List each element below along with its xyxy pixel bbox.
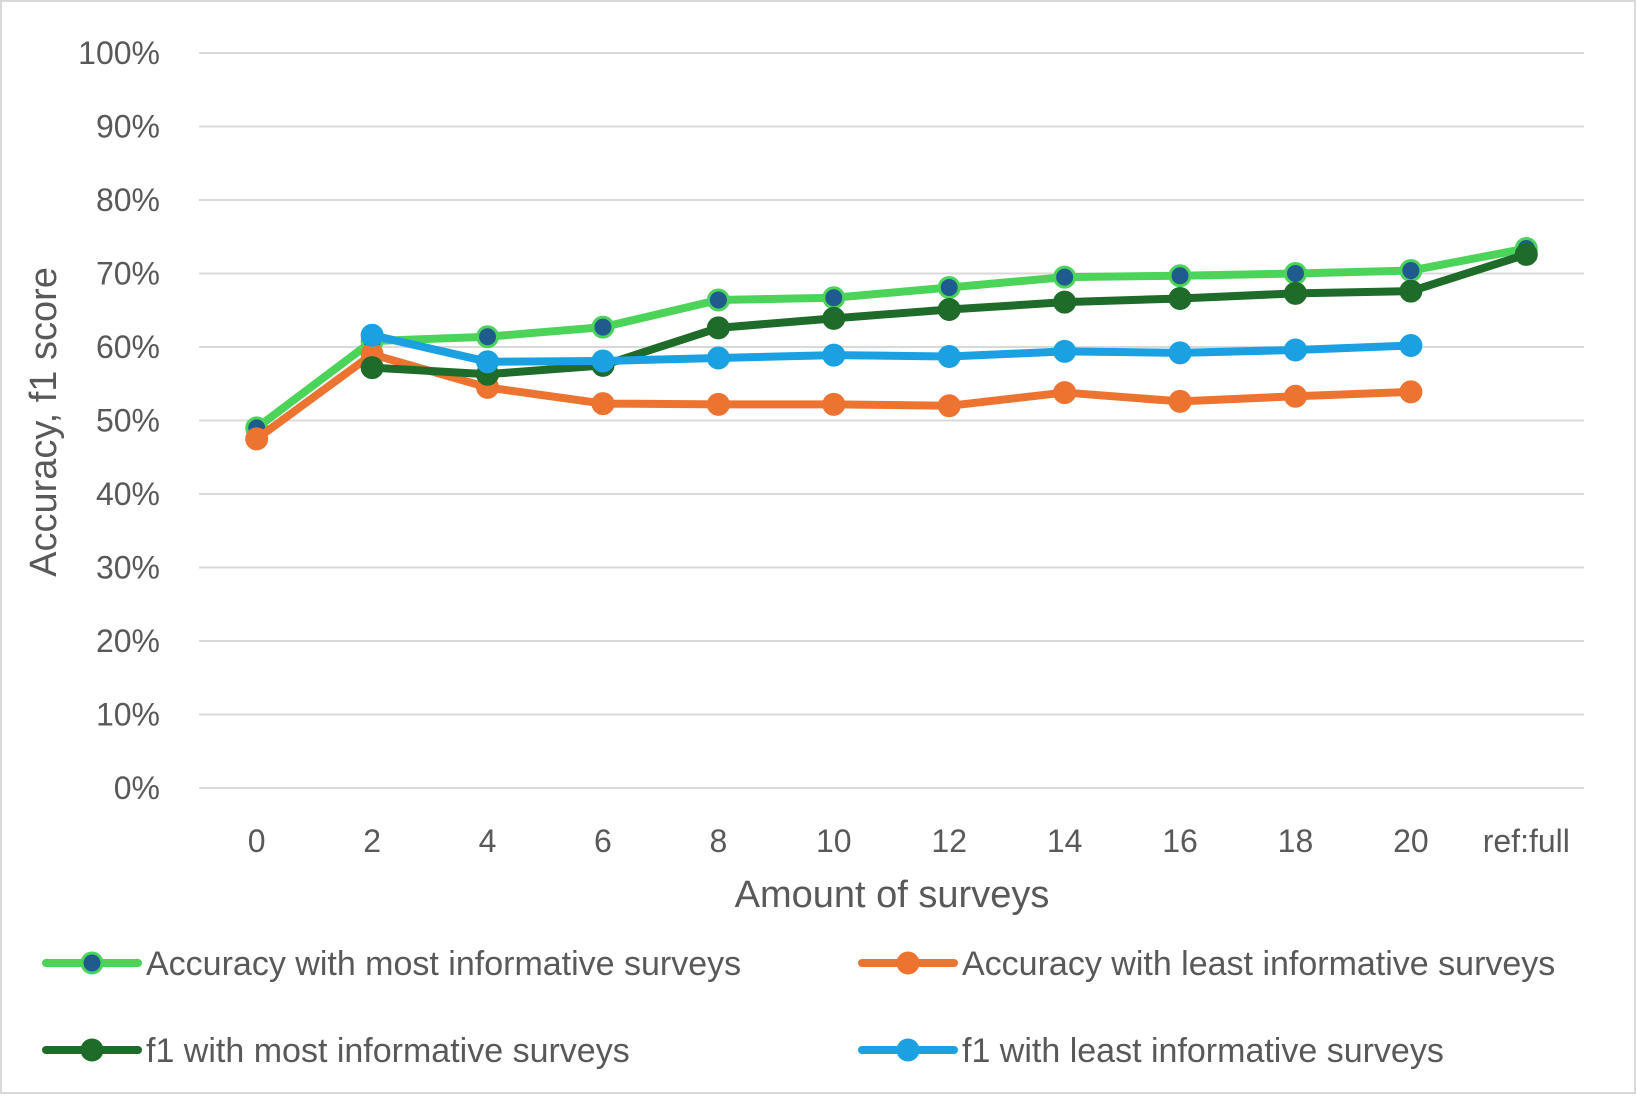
legend-marker [896,951,920,975]
data-point [1399,259,1423,283]
y-tick-label: 90% [96,109,160,145]
data-point [1053,265,1077,289]
y-tick-label: 60% [96,329,160,365]
y-tick-label: 100% [78,35,160,71]
data-point [1514,242,1538,266]
x-axis-tick-labels: 0 2 4 6 8 10 12 14 16 18 20 ref:full [248,823,1570,859]
x-tick-label: 20 [1393,823,1429,859]
legend-item: f1 with least informative surveys [858,1032,1444,1070]
legend: Accuracy with most informative surveys Ac… [42,945,1555,1070]
data-point [476,325,500,349]
data-point [591,349,615,373]
data-point [706,392,730,416]
data-point [937,345,961,369]
legend-label: Accuracy with most informative surveys [146,945,741,983]
y-tick-label: 20% [96,623,160,659]
series-4 [360,323,1423,374]
series-2 [245,342,1423,451]
data-point [937,275,961,299]
data-point [1283,384,1307,408]
data-point [591,392,615,416]
series-3 [360,242,1538,386]
x-tick-label: 18 [1278,823,1314,859]
series-line [252,244,1531,432]
data-point [1283,338,1307,362]
x-tick-label: 16 [1162,823,1198,859]
legend-label: f1 with least informative surveys [962,1032,1444,1070]
data-point [1399,334,1423,358]
series-lines [245,237,1538,451]
x-tick-label: 2 [363,823,381,859]
x-tick-label: ref:full [1483,823,1570,859]
x-axis-title: Amount of surveys [735,874,1050,916]
data-point [476,350,500,374]
legend-marker [80,951,104,975]
data-point [1283,262,1307,285]
data-point [1399,380,1423,404]
data-point [1053,381,1077,405]
data-point [360,356,384,380]
data-point [822,306,846,330]
data-point [1053,339,1077,363]
data-point [706,346,730,370]
data-point [1168,264,1192,288]
data-point [1283,281,1307,305]
data-point [1399,279,1423,303]
legend-label: Accuracy with least informative surveys [962,945,1555,983]
legend-item: f1 with most informative surveys [42,1032,630,1070]
x-tick-label: 0 [248,823,266,859]
x-tick-label: 10 [816,823,852,859]
data-point [1168,286,1192,310]
data-point [706,316,730,340]
y-tick-label: 40% [96,476,160,512]
data-point [1168,341,1192,365]
legend-marker [80,1038,104,1062]
y-tick-label: 80% [96,182,160,218]
y-tick-label: 30% [96,550,160,586]
data-point [1168,389,1192,413]
data-point [937,298,961,322]
data-point [706,288,730,312]
data-point [822,392,846,416]
data-point [360,323,384,347]
x-tick-label: 8 [709,823,727,859]
y-tick-label: 50% [96,403,160,439]
gridlines [199,52,1584,789]
x-tick-label: 14 [1047,823,1083,859]
data-point [822,343,846,367]
legend-item: Accuracy with most informative surveys [42,945,741,983]
y-tick-label: 10% [96,697,160,733]
legend-label: f1 with most informative surveys [146,1032,630,1070]
y-axis-title: Accuracy, f1 score [23,267,65,577]
data-point [822,286,846,310]
data-point [1053,290,1077,314]
data-point [591,315,615,339]
legend-item: Accuracy with least informative surveys [858,945,1555,983]
legend-marker [896,1038,920,1062]
y-tick-label: 0% [114,770,160,806]
y-tick-label: 70% [96,256,160,292]
data-point [937,394,961,418]
series-line [368,331,1415,366]
y-axis-tick-labels: 0% 10% 20% 30% 40% 50% 60% 70% 80% 90% 100% [78,35,160,806]
x-tick-label: 6 [594,823,612,859]
x-tick-label: 12 [931,823,967,859]
data-point [245,427,269,451]
x-tick-label: 4 [479,823,497,859]
